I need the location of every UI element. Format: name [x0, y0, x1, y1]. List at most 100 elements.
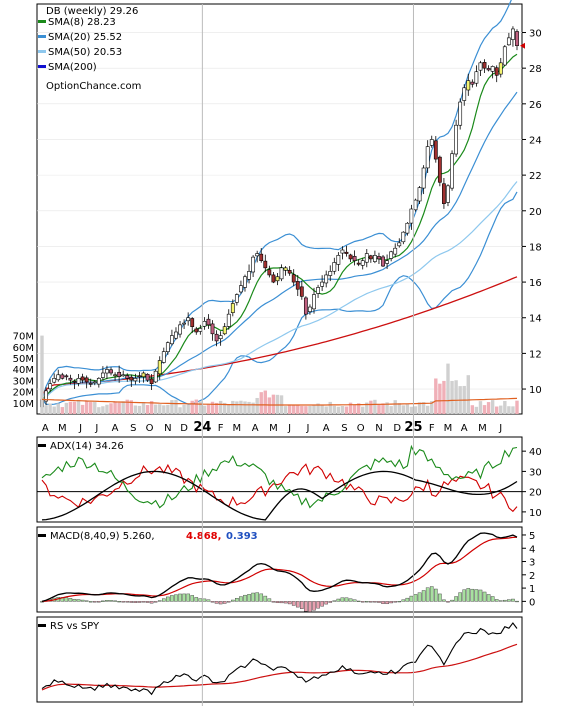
- macd-histogram-bar: [393, 601, 398, 603]
- macd-histogram-bar: [344, 597, 349, 602]
- candle-body: [226, 313, 231, 327]
- macd-histogram-bar: [364, 601, 369, 603]
- candle-body: [506, 37, 511, 46]
- candle-body: [462, 87, 467, 101]
- macd-histogram-bar: [434, 588, 438, 602]
- candle-body: [76, 378, 81, 384]
- volume-bar: [178, 407, 182, 414]
- macd-histogram-bar: [425, 587, 430, 602]
- x-axis-month-label: J: [287, 423, 291, 434]
- legend-swatch: [38, 20, 46, 23]
- x-axis-month-label: S: [341, 423, 347, 434]
- macd-histogram-bar: [507, 599, 511, 602]
- candle-body: [401, 231, 406, 243]
- volume-bar: [507, 406, 511, 414]
- candle-body: [364, 253, 369, 263]
- candle-body: [332, 262, 337, 272]
- volume-bar: [222, 402, 227, 414]
- volume-bar: [430, 401, 434, 414]
- macd-histogram-bar: [413, 594, 418, 602]
- volume-tick-label: 60M: [13, 343, 34, 354]
- candle-body: [279, 267, 284, 280]
- x-axis-month-label: D: [393, 423, 401, 434]
- volume-bar: [149, 401, 154, 414]
- adx-tick-label: 40: [529, 447, 542, 458]
- x-axis-month-label: N: [164, 423, 171, 434]
- macd-histogram-bar: [429, 586, 434, 602]
- macd-histogram-bar: [166, 596, 170, 602]
- price-tick-label: 14: [529, 314, 542, 325]
- x-axis-month-label: S: [130, 423, 136, 434]
- macd-histogram-bar: [141, 601, 146, 603]
- volume-tick-label: 70M: [13, 332, 34, 343]
- macd-histogram-bar: [174, 594, 178, 602]
- volume-bar: [227, 404, 231, 414]
- candle-body: [100, 372, 105, 378]
- volume-bar: [283, 406, 288, 414]
- x-axis-month-label: J: [498, 423, 502, 434]
- candle-body: [121, 374, 126, 377]
- candle-body: [320, 281, 325, 287]
- volume-bar: [328, 401, 332, 414]
- price-tick-label: 20: [529, 207, 542, 218]
- candle-body: [429, 139, 434, 146]
- candle-body: [287, 270, 292, 274]
- candle-body: [474, 71, 479, 84]
- candle-body: [397, 242, 402, 247]
- x-axis-month-label: M: [444, 423, 453, 434]
- price-tick-label: 24: [529, 135, 542, 146]
- volume-bar: [503, 401, 507, 414]
- candle-body: [417, 187, 422, 202]
- macd-histogram-bar: [101, 600, 105, 602]
- macd-histogram-bar: [490, 596, 495, 602]
- volume-bar: [320, 404, 324, 414]
- candle-body: [117, 371, 122, 377]
- macd-histogram-bar: [161, 598, 166, 602]
- macd-histogram-bar: [239, 596, 243, 602]
- volume-bar: [158, 404, 162, 414]
- macd-histogram-bar: [385, 601, 389, 605]
- volume-bar: [198, 401, 203, 414]
- volume-bar: [324, 406, 328, 414]
- macd-histogram-bar: [470, 588, 475, 602]
- candle-body: [470, 81, 475, 85]
- x-axis-month-label: A: [323, 423, 330, 434]
- macd-histogram-bar: [182, 593, 186, 602]
- macd-histogram-bar: [231, 599, 235, 602]
- candle-body: [389, 251, 394, 259]
- macd-histogram-bar: [462, 589, 467, 602]
- price-frame: [36, 3, 523, 415]
- candle-body: [348, 254, 353, 260]
- volume-bar: [60, 407, 64, 414]
- macd-histogram-bar: [405, 597, 410, 602]
- candle-body: [490, 66, 495, 72]
- macd-histogram-bar: [287, 601, 292, 605]
- volume-bar: [478, 401, 483, 414]
- macd-histogram-bar: [324, 601, 328, 605]
- macd-histogram-bar: [482, 591, 487, 602]
- sma20-line: [41, 91, 518, 401]
- volume-bar: [231, 400, 235, 414]
- candle-body: [96, 378, 101, 385]
- candle-body: [299, 286, 304, 297]
- macd-histogram-bar: [369, 601, 373, 603]
- macd-tick-label: 2: [529, 571, 535, 582]
- macd-histogram-bar: [68, 598, 73, 602]
- candle-body: [454, 124, 459, 155]
- candle-body: [494, 67, 499, 76]
- macd-histogram-bar: [64, 597, 69, 602]
- candle-body: [437, 156, 442, 183]
- volume-bar: [97, 407, 101, 414]
- macd-histogram-bar: [125, 601, 130, 603]
- candle-body: [230, 303, 235, 313]
- price-tick-label: 28: [529, 64, 542, 75]
- macd-histogram-bar: [214, 601, 219, 604]
- macd-histogram-bar: [202, 598, 207, 602]
- candle-body: [133, 378, 138, 382]
- candle-body: [105, 369, 109, 374]
- candle-body: [145, 373, 150, 381]
- volume-bar: [316, 403, 320, 414]
- candle-body: [275, 276, 280, 282]
- legend-label: SMA(50) 20.53: [48, 47, 122, 58]
- candle-body: [303, 297, 308, 315]
